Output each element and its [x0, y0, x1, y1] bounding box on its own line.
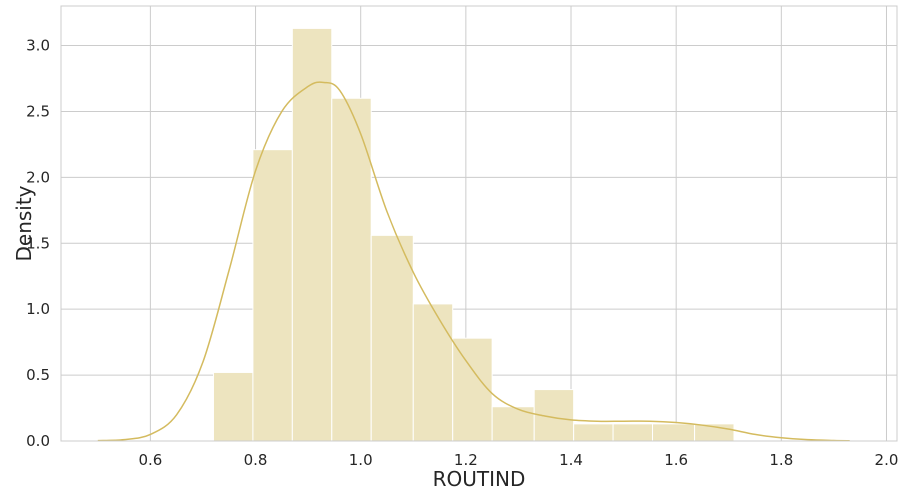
y-tick-label: 1.5 — [26, 234, 50, 252]
histogram-bar — [573, 423, 614, 442]
histogram-bar — [612, 423, 654, 442]
histogram-bar — [652, 423, 696, 442]
x-tick-label: 0.6 — [138, 451, 162, 469]
y-tick-label: 0.0 — [26, 432, 50, 450]
y-tick-label: 0.5 — [26, 366, 50, 384]
histogram-bar — [212, 371, 254, 442]
y-tick-labels: 0.0 0.5 1.0 1.5 2.0 2.5 3.0 — [26, 37, 50, 450]
histogram-bar — [252, 149, 293, 442]
histogram-bar — [452, 337, 493, 442]
x-tick-labels: 0.6 0.8 1.0 1.2 1.4 1.6 1.8 2.0 — [138, 451, 898, 469]
histogram-bar — [370, 234, 414, 442]
histogram-bars — [212, 27, 735, 442]
histogram-bar — [412, 303, 454, 442]
x-tick-label: 1.8 — [769, 451, 793, 469]
x-tick-label: 1.4 — [559, 451, 583, 469]
y-axis-title: Density — [12, 185, 36, 261]
x-tick-label: 0.8 — [244, 451, 268, 469]
y-tick-label: 3.0 — [26, 37, 50, 55]
x-tick-label: 1.0 — [349, 451, 373, 469]
y-tick-label: 2.0 — [26, 168, 50, 186]
plot-frame — [60, 5, 898, 442]
histogram-bar — [291, 27, 333, 442]
kde-curve — [97, 81, 850, 442]
x-tick-label: 1.2 — [454, 451, 478, 469]
x-tick-label: 1.6 — [664, 451, 688, 469]
histogram-bar — [491, 406, 535, 442]
x-tick-label: 2.0 — [875, 451, 899, 469]
x-axis-title: ROUTIND — [433, 467, 526, 491]
grid-lines — [61, 6, 897, 442]
y-tick-label: 1.0 — [26, 300, 50, 318]
y-tick-label: 2.5 — [26, 102, 50, 120]
histogram-bar — [331, 97, 372, 442]
